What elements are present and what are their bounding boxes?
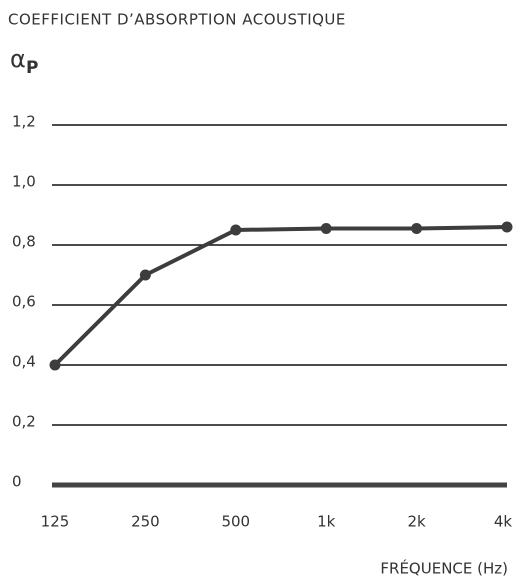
data-point [320,223,332,234]
chart-title: COEFFICIENT D’ABSORPTION ACOUSTIQUE [8,11,346,29]
y-tick-label: 0,4 [12,353,36,371]
y-tick-label: 1,0 [12,173,36,191]
y-tick-label: 0,8 [12,233,36,251]
data-point [501,221,513,233]
y-axis-label-subscript: P [26,58,38,78]
y-tick-label: 0,6 [12,293,36,311]
x-tick-label: 4k [494,513,513,531]
y-tick-label: 0 [12,473,22,491]
x-tick-label: 2k [407,513,426,531]
data-point [230,224,242,236]
y-tick-label: 0,2 [12,413,36,431]
data-point [411,223,423,234]
x-tick-label: 1k [317,513,336,531]
data-point [49,359,61,371]
x-tick-label: 250 [131,513,160,531]
y-axis-label: α [10,45,26,73]
data-point [139,269,151,281]
line [53,225,508,367]
x-tick-label: 125 [41,513,70,531]
x-tick-label: 500 [221,513,250,531]
x-axis-label: FRÉQUENCE (Hz) [380,559,508,578]
y-tick-label: 1,2 [12,113,36,131]
